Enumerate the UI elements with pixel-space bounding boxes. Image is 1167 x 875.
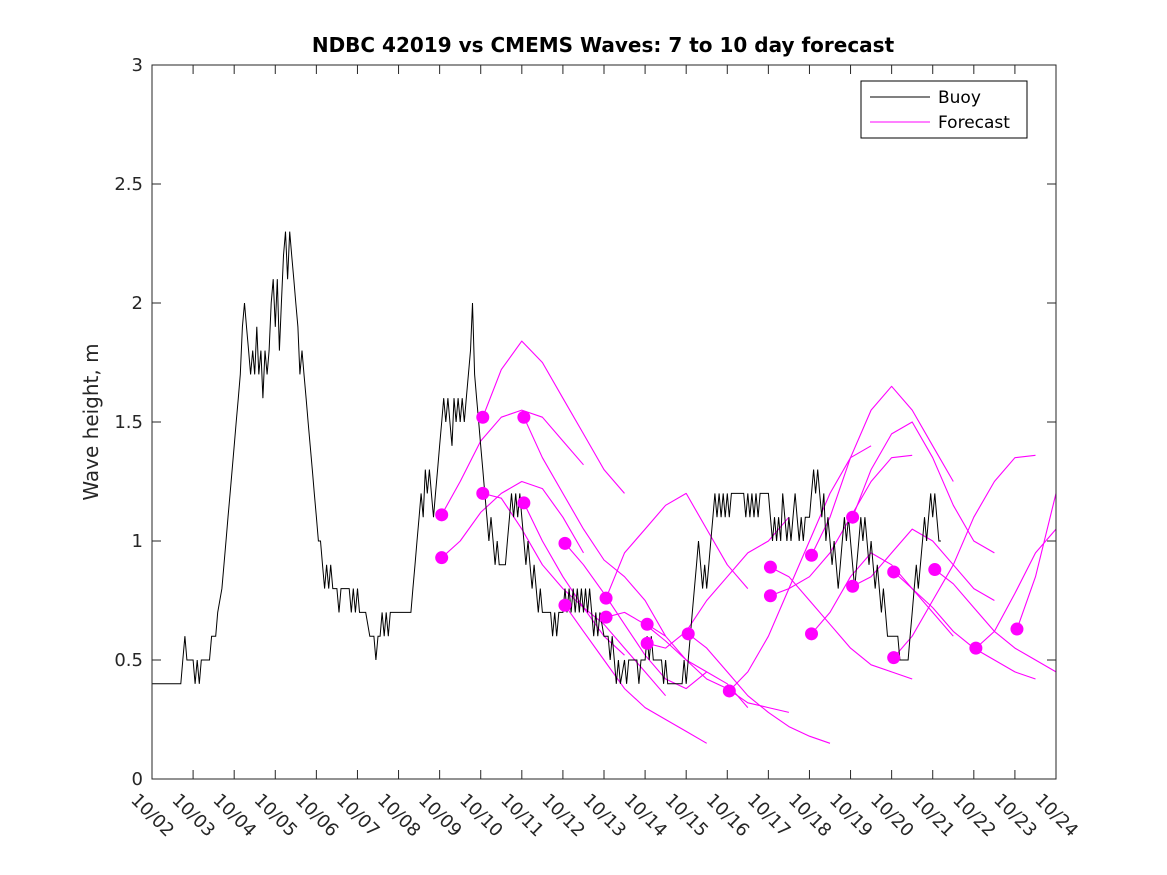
x-tick-label: 10/07: [332, 790, 384, 842]
x-tick-label: 10/12: [537, 790, 589, 842]
x-tick-label: 10/16: [702, 790, 754, 842]
forecast-marker: [599, 591, 613, 605]
y-axis-label: Wave height, m: [79, 343, 103, 500]
forecast-line: [893, 571, 1036, 680]
forecast-marker: [476, 410, 490, 424]
buoy-line: [152, 231, 941, 685]
forecast-marker: [805, 548, 819, 562]
forecast-marker: [969, 641, 983, 655]
forecast-marker: [846, 579, 860, 593]
forecast-line: [523, 416, 667, 637]
forecast-marker: [763, 560, 777, 574]
legend-label-forecast: Forecast: [938, 113, 1010, 133]
y-tick-label: 1.5: [114, 412, 143, 433]
forecast-line: [482, 492, 625, 656]
forecast-line: [975, 528, 1057, 649]
plot-area: [152, 231, 1057, 744]
x-tick-label: 10/10: [455, 790, 507, 842]
y-axis: 0 0.5 1 1.5 2 2.5 3: [114, 55, 1056, 790]
forecast-marker: [722, 684, 736, 698]
x-tick-label: 10/18: [784, 790, 836, 842]
forecast-marker: [887, 651, 901, 665]
x-tick-label: 10/08: [373, 790, 425, 842]
forecast-line: [523, 502, 667, 697]
legend-box: [860, 80, 1028, 139]
forecast-marker: [558, 598, 572, 612]
x-tick-label: 10/24: [1030, 790, 1082, 842]
x-tick-label: 10/14: [620, 790, 672, 842]
forecast-marker: [599, 610, 613, 624]
x-tick-label: 10/04: [209, 790, 261, 842]
x-axis: 10/0210/0310/0410/0510/0610/0710/0810/09…: [126, 65, 1082, 841]
y-tick-label: 2.5: [114, 174, 143, 195]
forecast-marker: [1010, 622, 1024, 636]
y-tick-label: 2: [132, 293, 143, 314]
forecast-line: [934, 569, 1057, 673]
forecast-line: [811, 552, 954, 637]
forecast-marker: [435, 508, 449, 522]
y-tick-label: 0.5: [114, 650, 143, 671]
forecast-line: [605, 611, 749, 708]
x-tick-label: 10/17: [743, 790, 795, 842]
forecast-marker: [928, 563, 942, 577]
forecast-line: [564, 543, 708, 690]
x-tick-label: 10/21: [907, 790, 959, 842]
x-tick-label: 10/22: [948, 790, 1000, 842]
x-tick-label: 10/19: [825, 790, 877, 842]
forecast-marker: [517, 410, 531, 424]
x-tick-label: 10/05: [250, 790, 302, 842]
forecast-marker: [805, 627, 819, 641]
forecast-marker: [476, 486, 490, 500]
forecast-line: [441, 480, 584, 559]
x-tick-label: 10/09: [414, 790, 466, 842]
y-tick-label: 3: [132, 55, 143, 76]
forecast-marker: [887, 565, 901, 579]
legend-label-buoy: Buoy: [938, 88, 981, 108]
x-tick-label: 10/15: [661, 790, 713, 842]
forecast-line: [441, 409, 584, 516]
forecast-line: [728, 445, 872, 692]
forecast-line: [852, 528, 995, 601]
forecast-line: [646, 516, 790, 649]
forecast-marker: [435, 551, 449, 565]
forecast-line: [770, 566, 913, 680]
x-tick-label: 10/23: [989, 790, 1041, 842]
forecast-marker: [640, 617, 654, 631]
x-tick-label: 10/02: [126, 790, 178, 842]
forecast-line: [1016, 493, 1057, 630]
forecast-line: [564, 604, 707, 744]
forecast-line: [482, 340, 625, 494]
forecast-marker: [681, 627, 695, 641]
forecast-marker: [846, 510, 860, 524]
forecast-marker: [640, 636, 654, 650]
x-tick-label: 10/20: [866, 790, 918, 842]
y-tick-label: 1: [132, 531, 143, 552]
y-tick-label: 0: [132, 769, 143, 790]
legend: Buoy Forecast: [860, 80, 1028, 139]
x-tick-label: 10/13: [578, 790, 630, 842]
forecast-line: [687, 633, 831, 744]
x-tick-label: 10/03: [168, 790, 220, 842]
chart-title: NDBC 42019 vs CMEMS Waves: 7 to 10 day f…: [312, 33, 895, 57]
forecast-line: [811, 385, 954, 556]
forecast-marker: [763, 589, 777, 603]
forecast-marker: [558, 536, 572, 550]
forecast-line: [770, 454, 913, 597]
x-tick-label: 10/06: [291, 790, 343, 842]
forecast-line: [646, 623, 790, 713]
x-tick-label: 10/11: [496, 790, 548, 842]
plot-frame: [151, 64, 1057, 780]
forecast-line: [605, 492, 749, 599]
forecast-line: [852, 421, 995, 554]
forecast-line: [893, 454, 1036, 658]
forecast-marker: [517, 496, 531, 510]
